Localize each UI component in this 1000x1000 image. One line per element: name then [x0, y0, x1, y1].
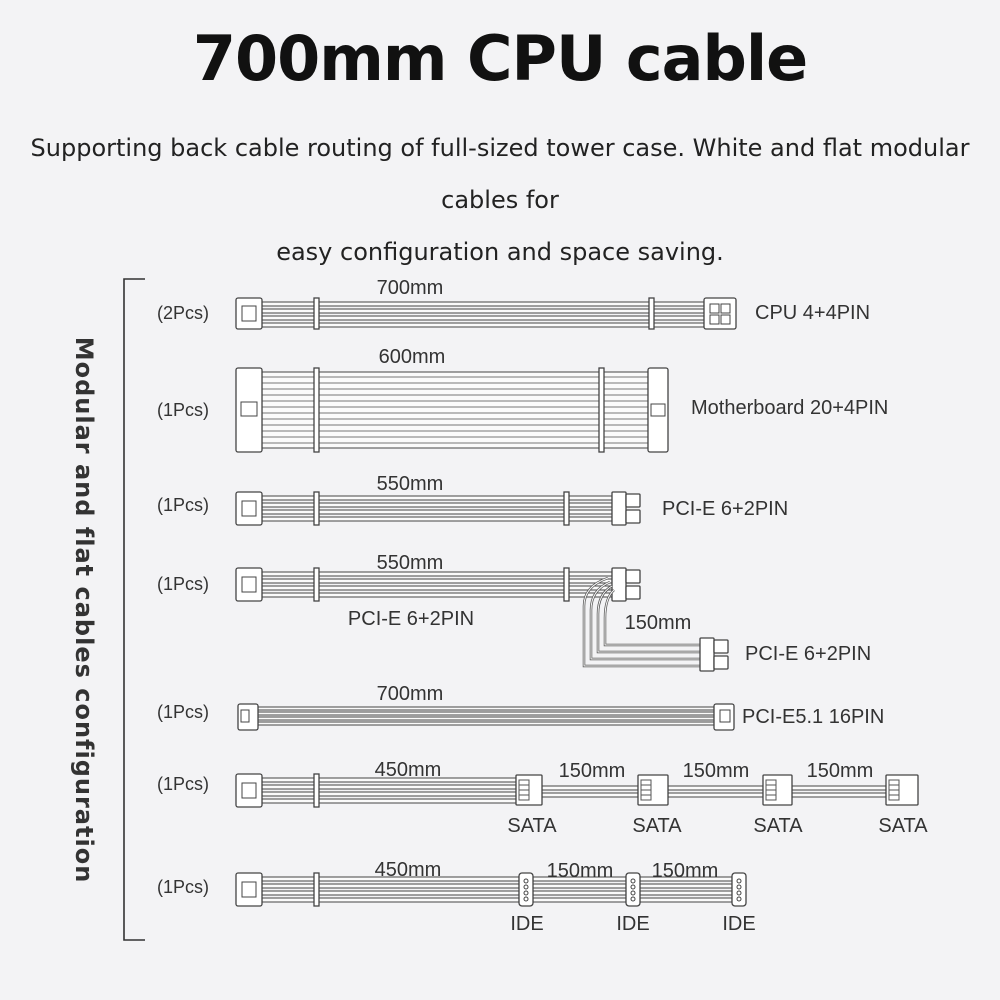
cable-sata: [235, 773, 887, 808]
cable-name: Motherboard 20+4PIN: [691, 397, 888, 419]
side-bracket: [123, 278, 145, 941]
cable-pcie-6plus2-daisy: [235, 567, 729, 672]
connector-label: SATA: [632, 815, 682, 837]
cable-qty: (1Pcs): [157, 774, 209, 794]
sata-connector: [515, 774, 543, 806]
branch-name: PCI-E 6+2PIN: [745, 643, 871, 665]
cable-pcie5-16pin: [237, 703, 735, 731]
segment-length: 150mm: [807, 760, 874, 782]
subtitle-line-2: easy configuration and space saving.: [276, 238, 724, 266]
cable-qty: (2Pcs): [157, 303, 209, 323]
sata-connector: [762, 774, 793, 806]
subtitle-line-1: Supporting back cable routing of full-si…: [30, 134, 970, 214]
connector-label: SATA: [753, 815, 803, 837]
ide-connector: [625, 872, 641, 907]
cable-motherboard-20plus4: [235, 367, 669, 453]
ide-connector: [731, 872, 747, 907]
cable-ide: [235, 872, 733, 907]
cable-length: 700mm: [377, 683, 444, 705]
branch-length: 150mm: [625, 612, 692, 634]
cable-length: 550mm: [377, 473, 444, 495]
ide-connector: [518, 872, 534, 907]
connector-label: SATA: [878, 815, 928, 837]
page-subtitle: Supporting back cable routing of full-si…: [10, 122, 990, 278]
cable-name: PCI-E 6+2PIN: [662, 498, 788, 520]
sata-connector: [885, 774, 919, 806]
connector-label: IDE: [510, 913, 543, 935]
cable-cpu-4plus4: [235, 297, 737, 330]
cable-qty: (1Pcs): [157, 400, 209, 420]
connector-label: IDE: [616, 913, 649, 935]
page-title: 700mm CPU cable: [192, 22, 808, 95]
cable-qty: (1Pcs): [157, 702, 209, 722]
cable-length: 550mm: [377, 552, 444, 574]
cable-length: 450mm: [375, 759, 442, 781]
cable-name: PCI-E5.1 16PIN: [742, 706, 884, 728]
segment-length: 150mm: [559, 760, 626, 782]
connector-label: IDE: [722, 913, 755, 935]
cable-length: 450mm: [375, 859, 442, 881]
cable-name: CPU 4+4PIN: [755, 302, 870, 324]
cable-length: 600mm: [379, 346, 446, 368]
connector-label: SATA: [507, 815, 557, 837]
cable-length: 700mm: [377, 277, 444, 299]
cable-qty: (1Pcs): [157, 574, 209, 594]
sata-connector: [637, 774, 669, 806]
side-label: Modular and flat cables configuration: [70, 337, 98, 884]
cable-qty: (1Pcs): [157, 495, 209, 515]
segment-length: 150mm: [652, 860, 719, 882]
cable-name: PCI-E 6+2PIN: [348, 608, 474, 630]
segment-length: 150mm: [683, 760, 750, 782]
segment-length: 150mm: [547, 860, 614, 882]
cable-pcie-6plus2: [235, 491, 641, 526]
cable-qty: (1Pcs): [157, 877, 209, 897]
